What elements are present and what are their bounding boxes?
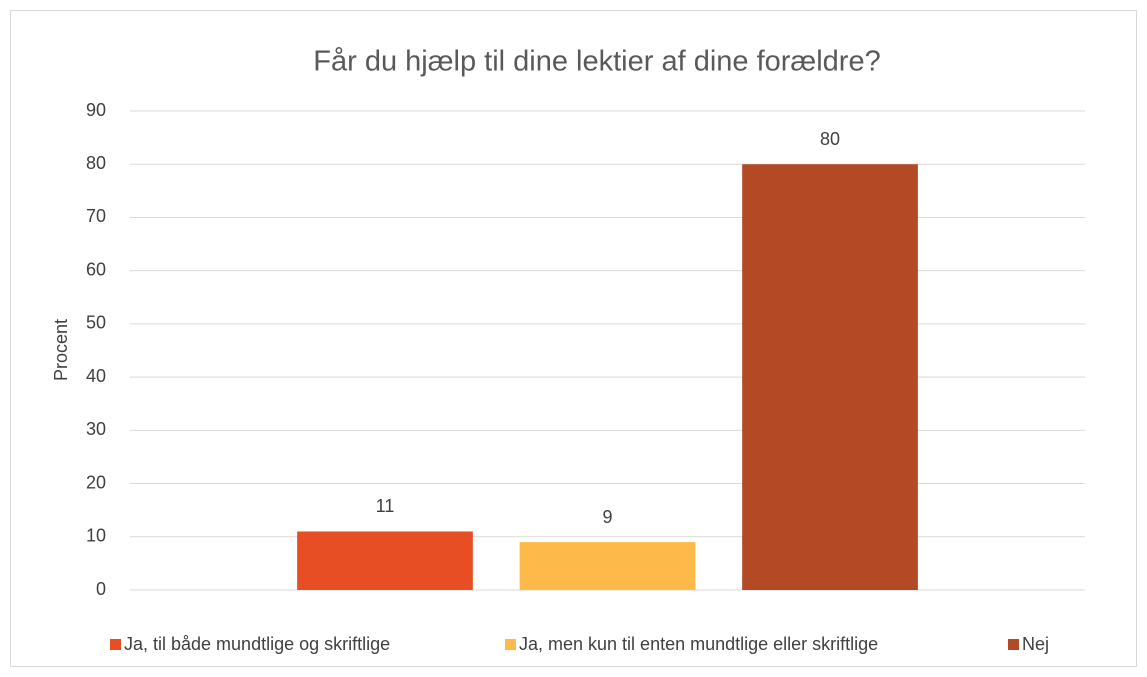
y-tick-label: 20 [86,472,106,492]
legend-label: Ja, til både mundtlige og skriftlige [124,634,390,654]
legend-swatch [505,639,516,650]
y-tick-label: 70 [86,206,106,226]
y-tick-label: 60 [86,259,106,279]
y-tick-label: 0 [96,579,106,599]
legend-swatch [1008,639,1019,650]
y-tick-label: 80 [86,153,106,173]
bar [742,164,918,590]
bar [297,531,473,590]
y-axis-label: Procent [51,319,71,381]
legend-label: Ja, men kun til enten mundtlige eller sk… [519,634,878,654]
chart-title: Får du hjælp til dine lektier af dine fo… [313,46,880,78]
y-tick-label: 40 [86,366,106,386]
y-tick-label: 30 [86,419,106,439]
y-tick-label: 90 [86,100,106,120]
legend-label: Nej [1022,634,1049,654]
data-label: 80 [820,129,840,149]
y-tick-label: 50 [86,313,106,333]
data-label: 9 [602,507,612,527]
y-tick-label: 10 [86,526,106,546]
data-label: 11 [376,496,395,516]
legend-swatch [110,639,121,650]
bar [519,542,696,590]
